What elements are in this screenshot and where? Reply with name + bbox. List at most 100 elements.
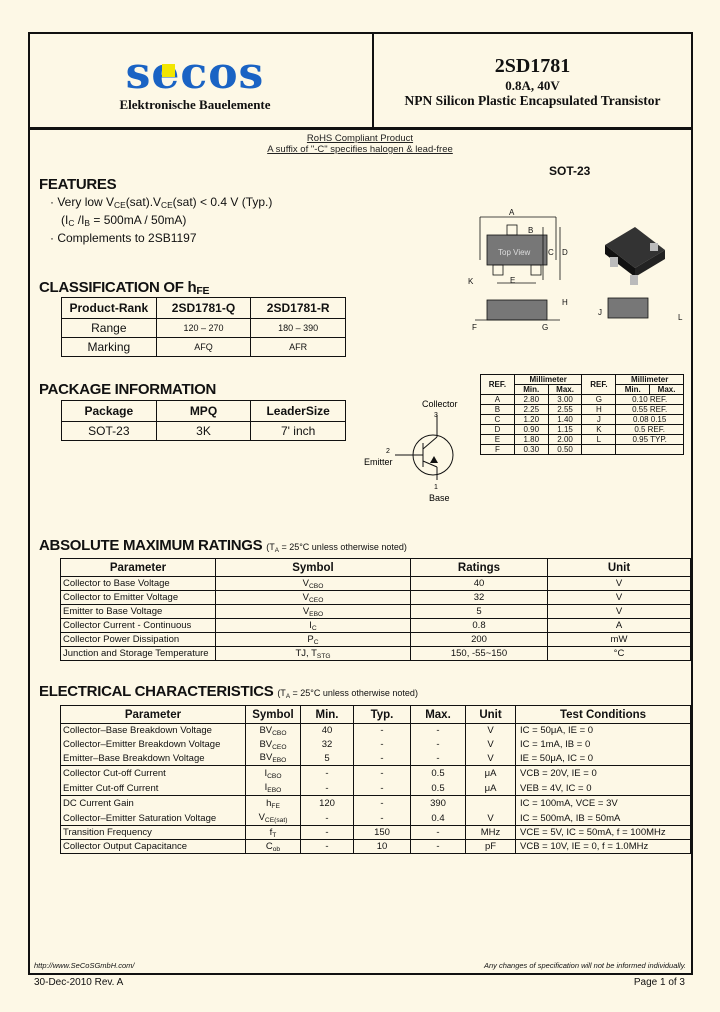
dimension-cell: 2.55 <box>547 404 583 415</box>
unit-cell: V <box>465 723 516 738</box>
column-header: Unit <box>465 705 516 724</box>
svg-text:H: H <box>562 298 568 307</box>
typ-cell: - <box>353 737 411 752</box>
table-row: SOT-23 3K 7' inch <box>61 421 346 441</box>
min-max-header: Max. <box>547 384 583 395</box>
test-conditions-cell: VCB = 10V, IE = 0, f = 1.0MHz <box>515 839 691 854</box>
symbol-cell: hFE <box>245 795 301 812</box>
header-row: Product-Rank 2SD1781-Q 2SD1781-R <box>61 297 346 319</box>
logo-yellow-mark <box>162 64 175 77</box>
max-cell: 390 <box>410 795 466 812</box>
top-view-label: Top View <box>498 248 531 257</box>
package-info-title: PACKAGE INFORMATION <box>39 381 217 398</box>
svg-text:J: J <box>598 308 602 317</box>
column-header: Ratings <box>410 558 548 577</box>
ref-header: REF. <box>581 374 617 395</box>
collector-label: Collector <box>422 399 458 409</box>
rating-value-cell: 200 <box>410 632 548 647</box>
parameter-cell: Emitter Cut-off Current <box>60 781 246 796</box>
parameter-cell: Transition Frequency <box>60 825 246 840</box>
symbol-cell: BVCEO <box>245 737 301 752</box>
table-cell: AFR <box>250 337 346 357</box>
millimeter-header: Millimeter <box>513 374 583 385</box>
parameter-cell: Collector to Emitter Voltage <box>60 590 216 605</box>
dimension-cell: 0.55 REF. <box>615 404 684 415</box>
rating: 0.8A, 40V <box>505 78 560 93</box>
test-conditions-cell: IC = 50μA, IE = 0 <box>515 723 691 738</box>
header-row: Package MPQ LeaderSize <box>61 400 346 422</box>
rating-row: Collector to Base Voltage VCBO 40 V <box>60 576 691 591</box>
symbol-cell: PC <box>215 632 411 647</box>
max-cell: - <box>410 839 466 854</box>
parameter-cell: Collector Output Capacitance <box>60 839 246 854</box>
symbol-cell: Cob <box>245 839 301 854</box>
parameter-cell: Collector to Base Voltage <box>60 576 216 591</box>
millimeter-header: Millimeter <box>615 374 684 385</box>
symbol-cell: VCEO <box>215 590 411 605</box>
rating-row: Emitter to Base Voltage VEBO 5 V <box>60 604 691 619</box>
characteristic-row: Collector–Emitter Breakdown Voltage BVCEO… <box>60 737 691 752</box>
abs-max-title: ABSOLUTE MAXIMUM RATINGS (TA = 25°C unle… <box>39 537 407 554</box>
dimension-cell: F <box>480 444 515 455</box>
unit-cell: MHz <box>465 825 516 840</box>
dimension-cell: H <box>581 404 617 415</box>
emitter-label: Emitter <box>364 457 393 467</box>
symbol-cell: TJ, TSTG <box>215 646 411 661</box>
unit-cell: V <box>465 737 516 752</box>
symbol-cell: IEBO <box>245 781 301 796</box>
pin-emitter: 2 <box>386 448 390 455</box>
ref-header: REF. <box>480 374 515 395</box>
column-header: Product-Rank <box>61 297 157 319</box>
unit-cell: μA <box>465 765 516 782</box>
max-cell: 0.5 <box>410 765 466 782</box>
column-header: Unit <box>547 558 691 577</box>
test-conditions-cell: VCE = 5V, IC = 50mA, f = 100MHz <box>515 825 691 840</box>
table-row: Marking AFQ AFR <box>61 337 346 357</box>
dimension-row: C 1.20 1.40 J 0.08 0.15 <box>480 414 684 425</box>
column-header: MPQ <box>155 400 252 422</box>
dimension-cell: 2.25 <box>513 404 549 415</box>
dimension-cell: 3.00 <box>547 394 583 405</box>
3d-package-view <box>605 227 665 285</box>
dimension-cell <box>615 444 684 455</box>
dimension-cell: 1.15 <box>547 424 583 435</box>
column-header: Min. <box>300 705 354 724</box>
dimension-cell <box>581 444 617 455</box>
dimension-cell: 0.50 <box>547 444 583 455</box>
max-cell: - <box>410 751 466 766</box>
svg-text:D: D <box>562 248 568 257</box>
dimension-cell: K <box>581 424 617 435</box>
symbol-cell: BVEBO <box>245 751 301 766</box>
unit-cell: V <box>465 751 516 766</box>
row-label: Marking <box>61 337 157 357</box>
dimensions-table: REF. Millimeter REF. Millimeter Min. Max. Min.… <box>480 374 684 455</box>
typ-cell: - <box>353 723 411 738</box>
table-cell: 120 – 270 <box>155 318 252 338</box>
feature-item-1: · Very low VCE(sat).VCE(sat) < 0.4 V (Ty… <box>50 195 273 245</box>
symbol-cell: VCBO <box>215 576 411 591</box>
package-info-table: Package MPQ LeaderSize SOT-23 3K 7' inch <box>61 400 346 441</box>
column-header: Typ. <box>353 705 411 724</box>
classification-table: Product-Rank 2SD1781-Q 2SD1781-R Range 120 –… <box>61 297 346 357</box>
unit-cell: V <box>547 576 691 591</box>
parameter-cell: Collector Current - Continuous <box>60 618 216 633</box>
abs-max-table: Parameter Symbol Ratings Unit Collector to B… <box>60 558 691 661</box>
dimension-cell: 0.08 0.15 <box>615 414 684 425</box>
footer-url[interactable]: http://www.SeCoSGmbH.com/ <box>34 961 135 970</box>
typ-cell: 150 <box>353 825 411 840</box>
header-vertical-divider <box>372 32 374 128</box>
rating-value-cell: 150, -55~150 <box>410 646 548 661</box>
max-cell: - <box>410 825 466 840</box>
column-header: Symbol <box>215 558 411 577</box>
min-cell: 32 <box>300 737 354 752</box>
characteristic-row: DC Current Gain hFE 120-390 IC = 100mA, VCE… <box>60 795 691 812</box>
rating-row: Collector Current - Continuous IC 0.8 A <box>60 618 691 633</box>
part-number: 2SD1781 <box>494 55 571 77</box>
table-cell: 7' inch <box>250 421 346 441</box>
table-cell: 3K <box>155 421 252 441</box>
dimension-cell: 1.20 <box>513 414 549 425</box>
svg-text:C: C <box>548 248 554 257</box>
typ-cell: - <box>353 795 411 812</box>
min-cell: - <box>300 781 354 796</box>
svg-text:L: L <box>678 313 683 322</box>
